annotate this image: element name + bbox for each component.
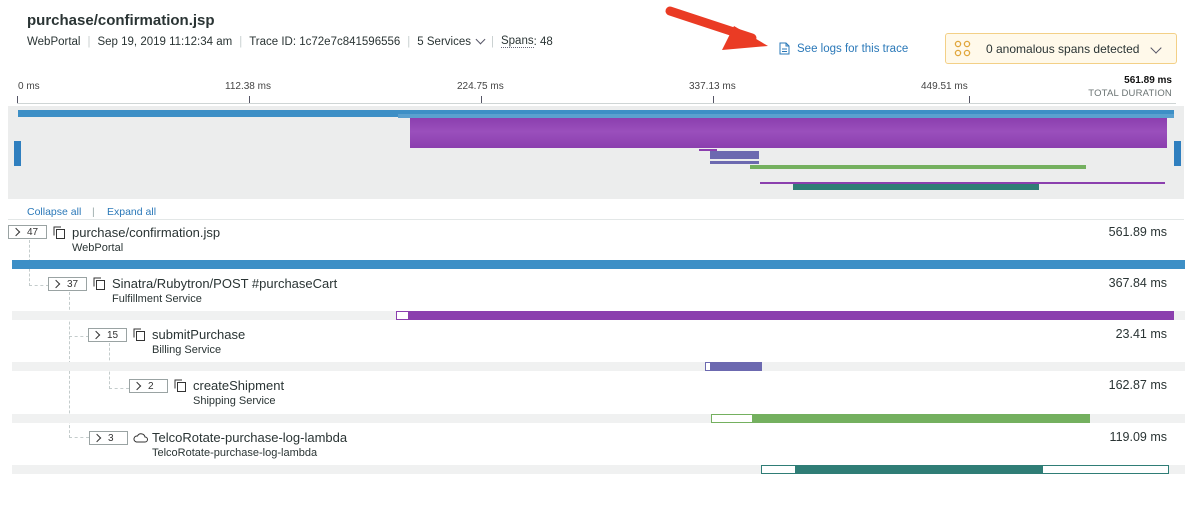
span-expand-button[interactable]: 37: [48, 277, 87, 291]
child-count: 37: [67, 278, 79, 290]
meta-separator: |: [490, 35, 494, 48]
collapse-all-link[interactable]: Collapse all: [27, 206, 82, 218]
minimap-bar-billing-child: [710, 161, 759, 164]
minimap-bar-lambda: [793, 184, 1039, 190]
tree-connector: [69, 336, 89, 337]
span-bar-shipping[interactable]: [752, 414, 1090, 423]
span-service: Billing Service: [152, 344, 222, 356]
trace-title: purchase/confirmation.jsp: [27, 12, 215, 29]
chevron-right-icon: [91, 330, 101, 340]
expand-all-link[interactable]: Expand all: [107, 206, 157, 218]
span-expand-button[interactable]: 15: [88, 328, 127, 342]
minimap-left-handle[interactable]: [14, 141, 21, 166]
ruler-tick: [481, 96, 482, 104]
spans-count: : 48: [533, 35, 553, 48]
tree-connector: [69, 437, 89, 438]
services-dropdown[interactable]: 5 Services: [417, 34, 486, 48]
span-duration: 162.87 ms: [1108, 378, 1167, 392]
chevron-right-icon: [51, 279, 61, 289]
trace-id: Trace ID: 1c72e7c841596556: [249, 35, 401, 48]
trace-minimap[interactable]: [8, 106, 1184, 199]
spans-label: Spans: [500, 35, 534, 48]
tick-label-3: 337.13 ms: [689, 81, 736, 92]
span-track: [12, 414, 1185, 423]
minimap-bar-root: [18, 110, 1174, 117]
total-duration-value: 561.89 ms: [1124, 75, 1172, 86]
span-expand-button[interactable]: 2: [129, 379, 168, 393]
span-name[interactable]: Sinatra/Rubytron/POST #purchaseCart: [112, 276, 338, 291]
ruler-tick: [969, 96, 970, 104]
ruler-tick: [713, 96, 714, 104]
span-service: Shipping Service: [193, 395, 276, 407]
chevron-right-icon: [132, 381, 142, 391]
span-track: [12, 362, 1185, 371]
trace-date: Sep 19, 2019 11:12:34 am: [97, 35, 233, 48]
tree-connector: [109, 388, 129, 389]
document-icon: [779, 42, 790, 55]
meta-separator: |: [87, 35, 91, 48]
span-service: WebPortal: [72, 242, 124, 254]
minimap-bar-root-lower: [398, 114, 1174, 118]
minimap-bar-billing: [710, 151, 759, 159]
app-name: WebPortal: [27, 35, 81, 48]
meta-separator: |: [239, 35, 243, 48]
child-count: 3: [108, 432, 114, 444]
meta-separator: |: [407, 35, 411, 48]
child-count: 15: [107, 329, 119, 341]
span-name[interactable]: submitPurchase: [152, 327, 246, 342]
span-name[interactable]: createShipment: [193, 378, 285, 393]
span-bar-billing[interactable]: [710, 362, 761, 371]
see-logs-link[interactable]: See logs for this trace: [779, 42, 908, 55]
tree-connector: [29, 285, 49, 286]
anomaly-dots-icon: [954, 40, 971, 56]
copy-span-icon: [53, 226, 65, 239]
span-name[interactable]: TelcoRotate-purchase-log-lambda: [152, 430, 348, 445]
span-duration: 23.41 ms: [1115, 327, 1167, 341]
ruler-tick: [249, 96, 250, 104]
minimap-bar-shipping: [750, 165, 1086, 169]
toolbar-divider: [8, 219, 1184, 220]
span-track: [12, 465, 1185, 474]
span-bar-root[interactable]: [12, 260, 1185, 269]
cloud-icon: [133, 433, 148, 443]
total-duration-label: TOTAL DURATION: [1088, 88, 1172, 99]
chevron-right-icon: [92, 433, 102, 443]
span-expand-button[interactable]: 3: [89, 431, 128, 445]
span-duration: 561.89 ms: [1108, 225, 1167, 239]
tick-label-0: 0 ms: [18, 81, 40, 92]
copy-span-icon: [133, 328, 145, 341]
tick-label-2: 224.75 ms: [457, 81, 504, 92]
ruler-line: [17, 103, 1176, 104]
span-bar-fulfillment[interactable]: [408, 311, 1174, 320]
minimap-bar-misc: [760, 182, 1165, 184]
tick-label-4: 449.51 ms: [921, 81, 968, 92]
red-arrow-icon: [665, 6, 768, 50]
span-service: Fulfillment Service: [112, 293, 202, 305]
minimap-bar-small: [699, 149, 717, 151]
trace-meta: WebPortal | Sep 19, 2019 11:12:34 am | T…: [27, 34, 553, 48]
anomalous-spans-label: 0 anomalous spans detected: [986, 41, 1140, 56]
minimap-right-handle[interactable]: [1174, 141, 1181, 166]
chevron-right-icon: [11, 227, 21, 237]
chevron-down-icon: [1150, 42, 1162, 54]
span-service: TelcoRotate-purchase-log-lambda: [152, 447, 318, 459]
child-count: 2: [148, 380, 154, 392]
ruler-tick: [17, 96, 18, 104]
see-logs-label: See logs for this trace: [797, 42, 909, 55]
span-bar-lambda[interactable]: [795, 465, 1043, 474]
span-expand-button[interactable]: 47: [8, 225, 47, 239]
anomalous-spans-dropdown[interactable]: 0 anomalous spans detected: [945, 33, 1177, 64]
minimap-bar-fulfillment: [410, 118, 1167, 148]
chevron-down-icon: [475, 34, 486, 45]
span-duration: 119.09 ms: [1109, 430, 1167, 444]
copy-span-icon: [174, 379, 186, 392]
span-duration: 367.84 ms: [1108, 276, 1167, 290]
toolbar-separator: |: [92, 206, 95, 218]
span-name[interactable]: purchase/confirmation.jsp: [72, 225, 221, 240]
child-count: 47: [27, 226, 39, 238]
tick-label-1: 112.38 ms: [225, 81, 271, 92]
services-label: 5 Services: [417, 35, 471, 48]
copy-span-icon: [93, 277, 105, 290]
